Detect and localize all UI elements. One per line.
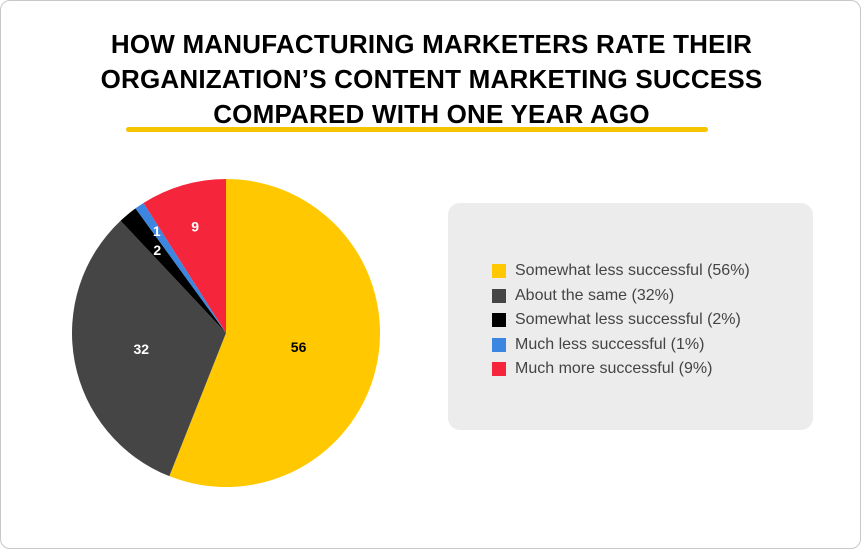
chart-title-line-2: ORGANIZATION’S CONTENT MARKETING SUCCESS (100, 64, 763, 94)
pie-slice-2 (71, 220, 226, 477)
pie-data-label-2: 32 (134, 341, 150, 357)
pie-slice-3 (120, 208, 226, 333)
legend-swatch-3 (492, 313, 506, 328)
legend-swatch-2 (492, 288, 506, 303)
legend-item-2: About the same (32%) (492, 284, 750, 309)
legend-swatch-5 (492, 362, 506, 377)
legend-label-4: Much less successful (1%) (515, 335, 705, 353)
pie-data-label-4: 1 (153, 223, 161, 239)
pie-data-label-3: 2 (153, 242, 161, 258)
legend-item-1: Somewhat less successful (56%) (492, 259, 750, 284)
legend-panel: Somewhat less successful (56%) About the … (448, 203, 813, 430)
chart-title: HOW MANUFACTURING MARKETERS RATE THEIR O… (71, 27, 792, 132)
legend-label-3: Somewhat less successful (2%) (515, 311, 741, 329)
pie-data-label-5: 9 (191, 219, 199, 235)
legend-swatch-1 (492, 264, 506, 279)
title-underline (126, 127, 708, 132)
pie-slice-4 (135, 202, 226, 333)
legend-label-1: Somewhat less successful (56%) (515, 262, 750, 280)
legend-label-5: Much more successful (9%) (515, 360, 713, 378)
legend-label-2: About the same (32%) (515, 286, 675, 304)
pie-data-label-1: 56 (291, 339, 307, 355)
pie-slice-5 (143, 179, 226, 333)
pie-slice-1 (169, 179, 381, 487)
legend-item-3: Somewhat less successful (2%) (492, 308, 750, 333)
chart-title-line-1: HOW MANUFACTURING MARKETERS RATE THEIR (110, 29, 753, 59)
legend: Somewhat less successful (56%) About the … (492, 259, 750, 382)
legend-item-4: Much less successful (1%) (492, 333, 750, 358)
chart-title-line-3: COMPARED WITH ONE YEAR AGO (213, 99, 650, 129)
legend-item-5: Much more successful (9%) (492, 357, 750, 382)
legend-swatch-4 (492, 337, 506, 352)
